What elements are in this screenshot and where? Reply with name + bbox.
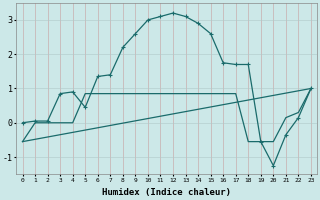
X-axis label: Humidex (Indice chaleur): Humidex (Indice chaleur) [102,188,231,197]
